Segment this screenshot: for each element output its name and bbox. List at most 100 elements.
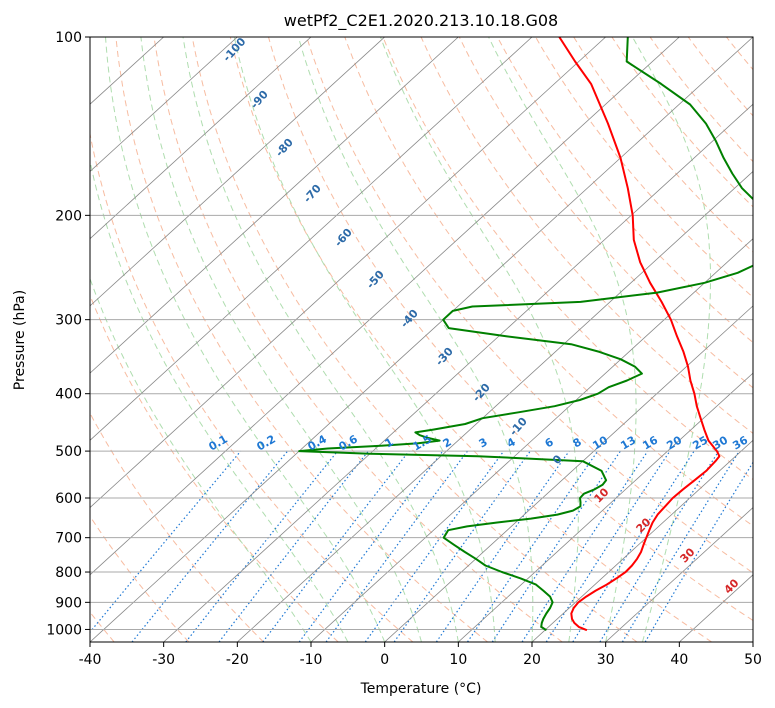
x-tick-label: 20 — [523, 652, 541, 668]
dry-adiabat-label: 20 — [634, 515, 654, 535]
mixing-ratio-label: 13 — [618, 434, 638, 453]
isotherm — [90, 37, 238, 172]
dry-adiabat — [765, 37, 775, 642]
isopleth-label: -40 — [398, 307, 421, 331]
dry-adiabat — [268, 37, 753, 622]
axis-layer: -40 -30 -20 -10 0 10 20 30 40 5010009008007006005… — [46, 30, 762, 668]
temperature-line — [558, 37, 721, 632]
isopleth-label: -70 — [301, 182, 324, 206]
isotherm — [90, 37, 753, 642]
isotherm — [90, 37, 459, 374]
dry-adiabat — [496, 37, 753, 344]
mixing-ratio-label: 0.4 — [306, 432, 330, 453]
moist-adiabat — [380, 37, 579, 642]
moist-adiabat — [632, 37, 711, 642]
dry-adiabat — [153, 37, 563, 642]
isopleth-label: -20 — [470, 381, 493, 405]
dry-adiabat — [573, 37, 753, 253]
dry-adiabat — [726, 37, 753, 71]
y-tick-label: 500 — [55, 444, 82, 460]
x-tick-label: -10 — [300, 652, 323, 668]
moist-adiabat — [488, 37, 637, 642]
y-axis-label: Pressure (hPa) — [12, 290, 28, 390]
mixing-ratio-label: 16 — [640, 433, 660, 452]
dry-adiabat — [115, 37, 488, 642]
x-tick-label: -40 — [79, 652, 102, 668]
isotherm — [90, 37, 680, 576]
mixing-ratio-line — [131, 450, 289, 642]
mixing-ratio-label: 1 — [383, 435, 396, 450]
isopleth-label: -50 — [364, 268, 387, 292]
isotherm — [752, 641, 753, 642]
dewpoint-line — [298, 37, 753, 632]
plot-frame — [89, 36, 754, 643]
dry-adiabat — [90, 412, 264, 642]
mixing-ratio-label: 2 — [441, 435, 454, 450]
mixing-ratio-line — [393, 450, 531, 642]
mixing-ratio-line — [545, 450, 671, 642]
isopleth-label: -30 — [433, 345, 456, 369]
isotherm — [90, 37, 312, 240]
isotherm — [90, 37, 533, 441]
x-tick-label: 10 — [449, 652, 467, 668]
moist-adiabat — [105, 37, 386, 642]
y-tick-label: 300 — [55, 313, 82, 329]
chart-title: wetPf2_C2E1.2020.213.10.18.G08 — [284, 11, 558, 31]
isotherm — [237, 170, 753, 642]
x-tick-label: 50 — [744, 652, 762, 668]
mixing-ratio-line — [218, 450, 369, 642]
mixing-ratio-label: 1.5 — [411, 432, 434, 453]
isotherm — [605, 507, 753, 642]
isotherm — [90, 37, 385, 307]
isotherm — [384, 305, 753, 642]
dry-adiabat — [191, 37, 638, 642]
y-tick-label: 600 — [55, 491, 82, 507]
mixing-ratio-line — [364, 450, 505, 642]
dry-adiabat — [306, 37, 753, 574]
grid-layer — [90, 37, 775, 642]
x-tick-label: -20 — [226, 652, 249, 668]
isopleth-label: -100 — [220, 35, 248, 64]
isotherm — [163, 103, 753, 642]
dry-adiabat — [344, 37, 753, 527]
mixing-ratio-line — [491, 450, 621, 642]
y-tick-label: 100 — [55, 30, 82, 46]
mixing-ratio-line — [467, 450, 599, 642]
isotherm — [90, 37, 606, 509]
mixing-ratio-line — [621, 450, 740, 642]
dry-adiabat — [382, 37, 753, 481]
mixing-ratio-label: 8 — [571, 435, 584, 450]
mixing-ratio-label: 3 — [477, 435, 490, 450]
x-tick-label: 0 — [380, 652, 389, 668]
x-tick-label: 30 — [597, 652, 615, 668]
mixing-ratio-line — [185, 450, 339, 642]
isopleth-label: 0 — [550, 452, 565, 467]
moist-adiabat — [90, 277, 312, 642]
dry-adiabat — [90, 131, 414, 642]
dry-adiabat — [90, 515, 190, 642]
dry-adiabat — [458, 37, 753, 389]
dry-adiabat — [535, 37, 753, 298]
mixing-ratio-line — [644, 461, 753, 642]
isotherm — [458, 372, 753, 642]
moist-adiabat — [297, 37, 534, 642]
isotherm — [310, 238, 753, 642]
x-tick-label: -30 — [152, 652, 175, 668]
mixing-ratio-line — [298, 450, 444, 642]
x-tick-label: 40 — [670, 652, 688, 668]
mixing-ratio-line — [599, 450, 720, 642]
mixing-ratio-label: 20 — [664, 433, 684, 452]
isopleth-label: -80 — [273, 136, 296, 160]
moist-adiabat — [140, 37, 422, 642]
dry-adiabat-label: 40 — [722, 576, 742, 596]
dry-adiabat — [649, 37, 753, 163]
y-tick-label: 700 — [55, 531, 82, 547]
y-tick-label: 900 — [55, 595, 82, 611]
mixing-ratio-line — [262, 450, 410, 642]
mixing-ratio-label: 0.2 — [255, 432, 278, 453]
mixing-ratio-label: 36 — [730, 433, 750, 452]
isotherm — [531, 439, 753, 642]
moist-adiabat — [90, 158, 349, 642]
series-layer — [298, 37, 753, 632]
